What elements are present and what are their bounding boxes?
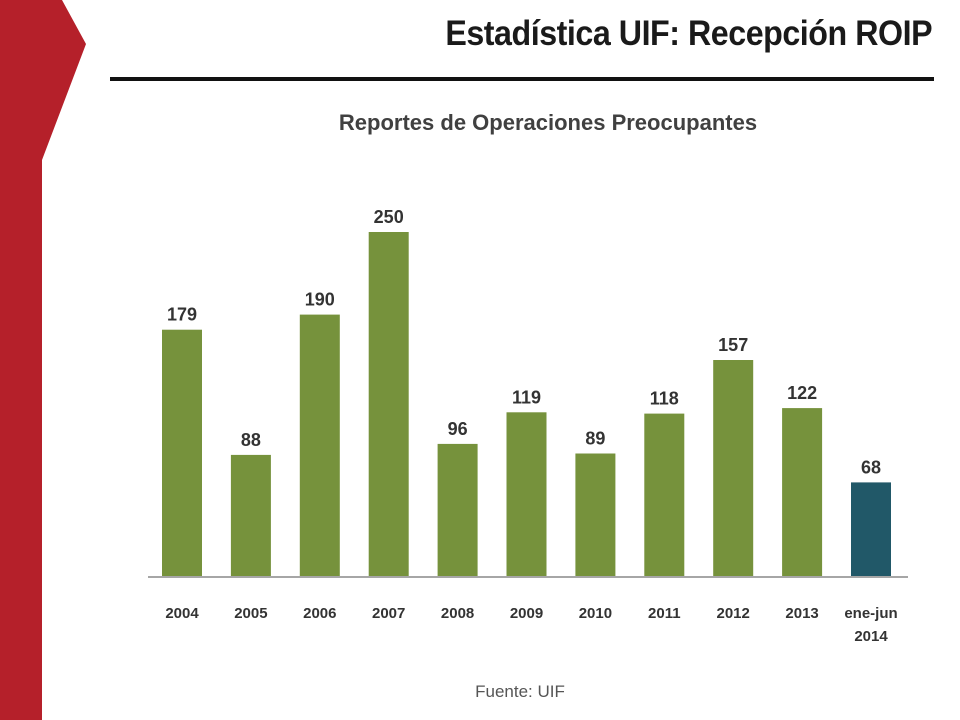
side-accent-shape <box>0 0 86 720</box>
bar-0 <box>162 329 202 576</box>
bar-4 <box>437 443 478 576</box>
value-label-0: 179 <box>167 305 197 325</box>
category-label-7: 2011 <box>648 605 681 622</box>
bar-10 <box>851 482 891 576</box>
category-label-0: 2004 <box>165 605 199 622</box>
bar-2 <box>299 314 340 576</box>
value-label-4: 96 <box>448 419 468 439</box>
bar-1 <box>230 454 271 576</box>
bar-9 <box>782 408 823 576</box>
slide-title: Estadística UIF: Recepción ROIP <box>445 14 932 53</box>
category-label-1: 2005 <box>234 605 267 622</box>
category-label-4: 2008 <box>441 605 474 622</box>
category-label-10-line-0: ene-jun <box>844 605 897 622</box>
category-label-3: 2007 <box>372 605 405 622</box>
category-label-10-line-1: 2014 <box>854 628 888 645</box>
value-label-group: 179 88 190 250 96 119 89 118 157 122 68 <box>167 207 881 477</box>
value-label-10: 68 <box>861 457 881 477</box>
value-label-5: 119 <box>512 387 541 407</box>
value-label-3: 250 <box>374 207 404 227</box>
category-label-2: 2006 <box>303 605 336 622</box>
category-label-5: 2009 <box>510 605 543 622</box>
bar-8 <box>713 360 754 576</box>
value-label-8: 157 <box>718 335 748 355</box>
value-label-9: 122 <box>787 383 817 403</box>
bar-3 <box>368 232 409 576</box>
bar-5 <box>506 412 547 576</box>
category-label-6: 2010 <box>579 605 612 622</box>
value-label-6: 89 <box>585 429 605 449</box>
value-label-1: 88 <box>241 430 261 450</box>
bar-group <box>162 232 891 576</box>
category-label-group: 2004 2005 2006 2007 2008 2009 2010 2011 2012 2013… <box>165 605 897 645</box>
category-label-8: 2012 <box>717 605 750 622</box>
source-label: Fuente: UIF <box>475 682 565 701</box>
side-accent-band <box>0 0 86 720</box>
chart-title: Reportes de Operaciones Preocupantes <box>339 110 757 135</box>
bar-6 <box>575 453 616 576</box>
category-label-9: 2013 <box>785 605 818 622</box>
value-label-2: 190 <box>305 290 335 310</box>
bar-7 <box>644 413 685 576</box>
title-divider <box>110 77 934 81</box>
value-label-7: 118 <box>650 389 679 409</box>
